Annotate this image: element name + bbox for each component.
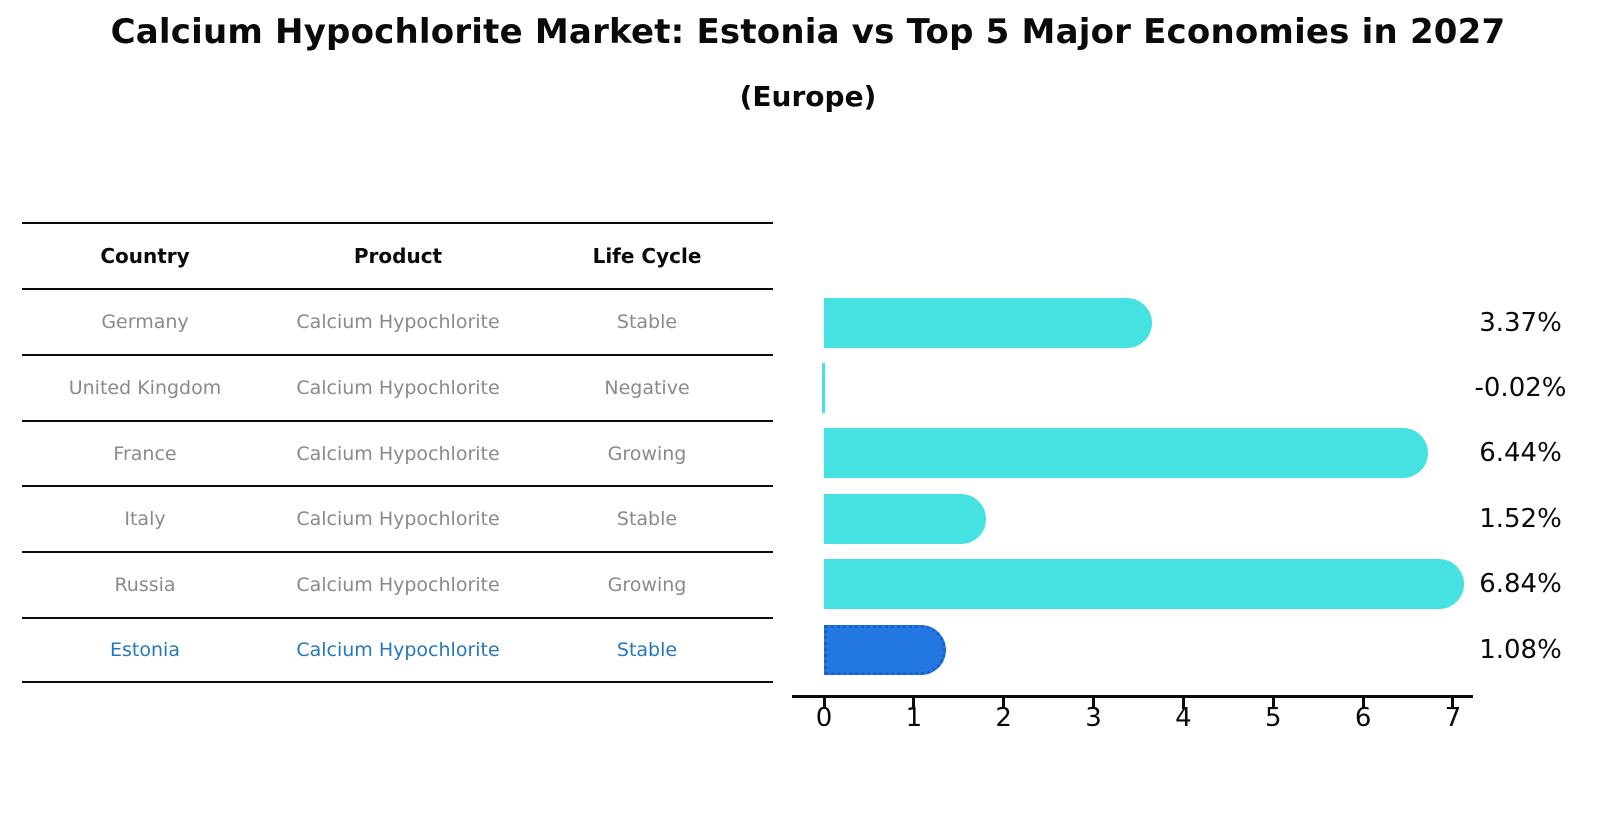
table-cell-lifecycle: Negative (604, 377, 690, 399)
table-cell-country: Italy (124, 508, 166, 530)
table-cell-country: Germany (101, 311, 189, 333)
header-cell-product: Product (353, 244, 443, 268)
x-axis-tick (1181, 698, 1185, 709)
table-cell-lifecycle: Stable (616, 639, 678, 661)
page-title: Calcium Hypochlorite Market: Estonia vs … (110, 12, 1506, 52)
table-row: Germany Calcium Hypochlorite Stable (22, 290, 773, 356)
page-subtitle: (Europe) (739, 80, 877, 113)
x-axis-tick (1271, 698, 1275, 709)
value-label: -0.02% (1474, 373, 1567, 403)
table-cell-product: Calcium Hypochlorite (296, 639, 500, 661)
table-row: United Kingdom Calcium Hypochlorite Negati… (22, 356, 773, 422)
table-row: Italy Calcium Hypochlorite Stable (22, 487, 773, 553)
table-cell-product: Calcium Hypochlorite (296, 574, 500, 596)
x-axis-tick (1002, 698, 1006, 709)
bar-estonia (824, 625, 946, 675)
value-label: 6.44% (1479, 438, 1562, 468)
table-row: France Calcium Hypochlorite Growing (22, 422, 773, 487)
x-axis-tick (1361, 698, 1365, 709)
table-cell-lifecycle: Stable (616, 311, 678, 333)
x-axis-line (792, 695, 1473, 698)
value-label: 1.52% (1479, 504, 1562, 534)
value-label: 6.84% (1479, 569, 1562, 599)
x-axis-tick (1092, 698, 1096, 709)
x-axis-tick-label: 5 (1265, 703, 1282, 733)
bar-united-kingdom (822, 363, 825, 413)
x-axis-tick-label: 3 (1085, 703, 1102, 733)
header-cell-lifecycle: Life Cycle (592, 244, 702, 268)
table-row: Estonia Calcium Hypochlorite Stable (22, 619, 773, 683)
table-cell-product: Calcium Hypochlorite (296, 508, 500, 530)
table-cell-lifecycle: Stable (616, 508, 678, 530)
table-cell-country: Estonia (110, 639, 180, 661)
bar-germany (824, 298, 1152, 348)
table-cell-country: France (113, 442, 177, 465)
header-cell-country: Country (100, 244, 190, 268)
table-row: Russia Calcium Hypochlorite Growing (22, 553, 773, 619)
x-axis-tick-label: 7 (1444, 703, 1462, 733)
x-axis-tick-label: 1 (905, 703, 923, 733)
value-label: 1.08% (1479, 635, 1562, 665)
bar-france (824, 428, 1428, 478)
table-cell-lifecycle: Growing (607, 442, 687, 465)
x-axis-tick (1451, 698, 1455, 709)
table-cell-product: Calcium Hypochlorite (296, 377, 500, 399)
value-label: 3.37% (1479, 308, 1562, 338)
table-cell-lifecycle: Growing (607, 574, 687, 596)
x-axis-tick-label: 4 (1175, 703, 1192, 733)
x-axis-tick (912, 698, 916, 709)
x-axis-tick-label: 2 (995, 703, 1012, 733)
bar-russia (824, 559, 1464, 609)
x-axis-tick (822, 698, 826, 709)
x-axis-tick-label: 0 (815, 703, 833, 733)
table-header: Country Product Life Cycle (22, 222, 773, 290)
table-cell-product: Calcium Hypochlorite (296, 442, 500, 465)
table-cell-product: Calcium Hypochlorite (296, 311, 500, 333)
table-cell-country: United Kingdom (68, 377, 222, 399)
bar-italy (824, 494, 986, 544)
table-cell-country: Russia (114, 574, 176, 596)
x-axis-tick-label: 6 (1354, 703, 1372, 733)
